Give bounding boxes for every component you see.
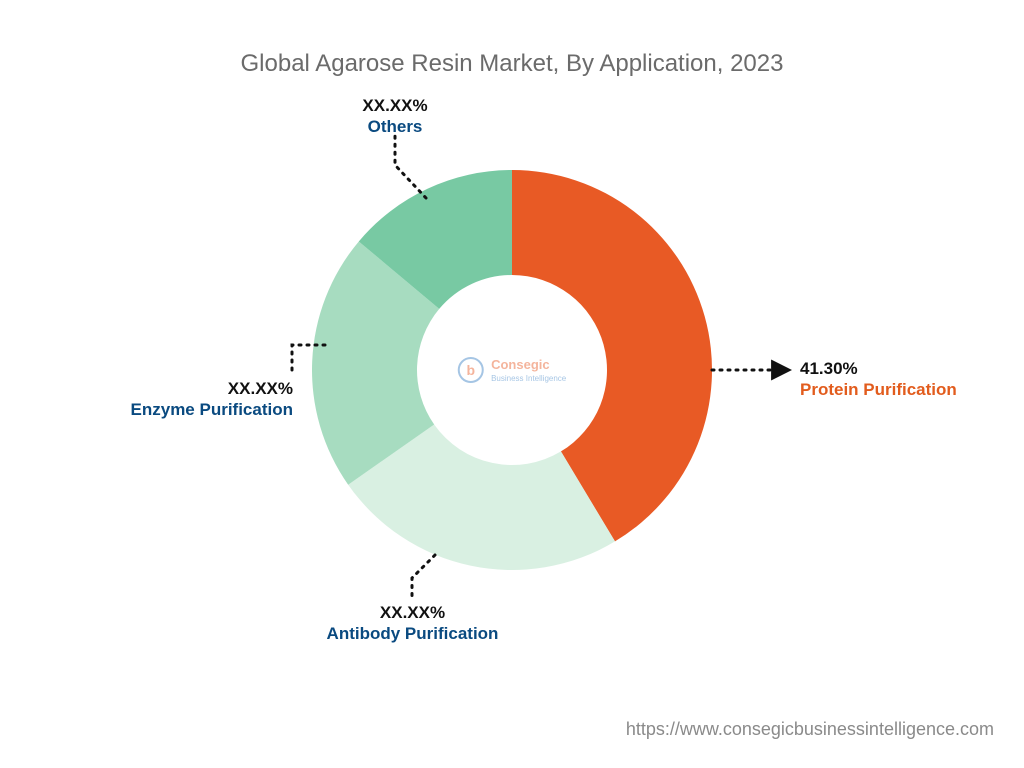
chart-container: Global Agarose Resin Market, By Applicat… xyxy=(0,0,1024,768)
callout-enzyme-pct: XX.XX% xyxy=(128,378,293,399)
callout-antibody-pct: XX.XX% xyxy=(300,602,525,623)
callout-others-label: Others xyxy=(320,116,470,137)
callout-antibody: XX.XX% Antibody Purification xyxy=(300,602,525,645)
footer-source-url: https://www.consegicbusinessintelligence… xyxy=(626,719,994,740)
callout-enzyme: XX.XX% Enzyme Purification xyxy=(128,378,293,421)
leader-antibody xyxy=(412,555,435,600)
callout-protein-label: Protein Purification xyxy=(800,379,957,400)
callout-protein: 41.30% Protein Purification xyxy=(800,358,957,401)
leader-others xyxy=(395,135,426,198)
callout-enzyme-label: Enzyme Purification xyxy=(128,399,293,420)
callout-others: XX.XX% Others xyxy=(320,95,470,138)
callout-antibody-label: Antibody Purification xyxy=(300,623,525,644)
leader-enzyme xyxy=(292,345,325,375)
callout-protein-pct: 41.30% xyxy=(800,358,957,379)
callout-others-pct: XX.XX% xyxy=(320,95,470,116)
